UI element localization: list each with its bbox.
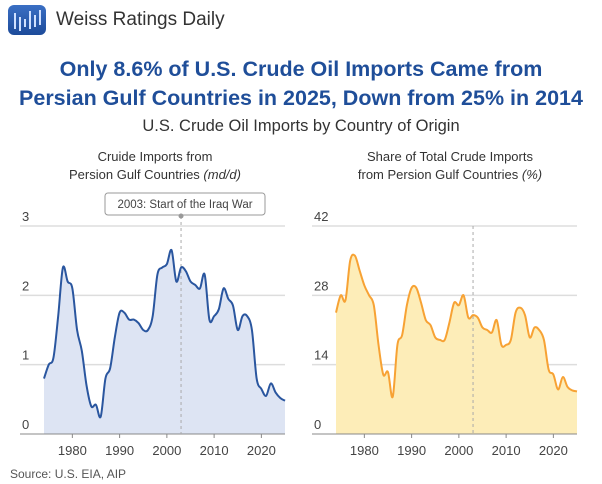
- right-chart-units: (%): [521, 167, 543, 182]
- left-x-tick-label: 2000: [152, 443, 181, 458]
- left-x-tick-label: 2010: [200, 443, 229, 458]
- subtitle: U.S. Crude Oil Imports by Country of Ori…: [142, 117, 460, 135]
- right-y-tick-label: 0: [314, 417, 321, 432]
- left-x-tick-label: 1990: [105, 443, 134, 458]
- right-chart-title-line-2: from Persion Gulf Countries: [357, 167, 519, 182]
- left-y-tick-label: 2: [22, 278, 29, 293]
- left-series-line: [43, 248, 286, 419]
- left-chart-units: (md/d): [203, 167, 241, 182]
- brand-name: Weiss Ratings Daily: [56, 9, 225, 30]
- right-y-tick-label: 42: [314, 209, 328, 224]
- right-x-tick-label: 2020: [539, 443, 568, 458]
- right-y-tick-label: 28: [314, 278, 328, 293]
- left-chart-title-line-2: Persion Gulf Countries: [69, 167, 200, 182]
- left-x-tick-label: 2020: [247, 443, 276, 458]
- right-y-tick-label: 14: [314, 348, 328, 363]
- left-chart-title: Cruide Imports from Persion Gulf Countri…: [20, 148, 290, 184]
- right-area-fill: [336, 254, 577, 434]
- headline-line-1: Only 8.6% of U.S. Crude Oil Imports Came…: [59, 57, 543, 81]
- right-x-tick-label: 1980: [350, 443, 379, 458]
- source-note: Source: U.S. EIA, AIP: [10, 467, 127, 481]
- left-x-tick-label: 1980: [58, 443, 87, 458]
- annotation-box: [104, 192, 266, 216]
- candlestick-chart-icon: [8, 5, 46, 35]
- headline: Only 8.6% of U.S. Crude Oil Imports Came…: [0, 55, 602, 113]
- left-y-tick-label: 1: [22, 348, 29, 363]
- headline-line-2: Persian Gulf Countries in 2025, Down fro…: [19, 86, 583, 110]
- left-y-tick-label: 3: [22, 209, 29, 224]
- right-series-line: [335, 253, 578, 399]
- annotation-dot: [178, 213, 184, 219]
- right-x-tick-label: 2010: [492, 443, 521, 458]
- annotation-label: 2003: Start of the Iraq War: [117, 199, 252, 211]
- left-y-tick-label: 0: [22, 417, 29, 432]
- right-x-tick-label: 2000: [444, 443, 473, 458]
- right-chart-title: Share of Total Crude Imports from Persio…: [310, 148, 590, 184]
- right-chart-title-line-1: Share of Total Crude Imports: [367, 149, 533, 164]
- right-x-tick-label: 1990: [397, 443, 426, 458]
- left-chart-title-line-1: Cruide Imports from: [97, 149, 213, 164]
